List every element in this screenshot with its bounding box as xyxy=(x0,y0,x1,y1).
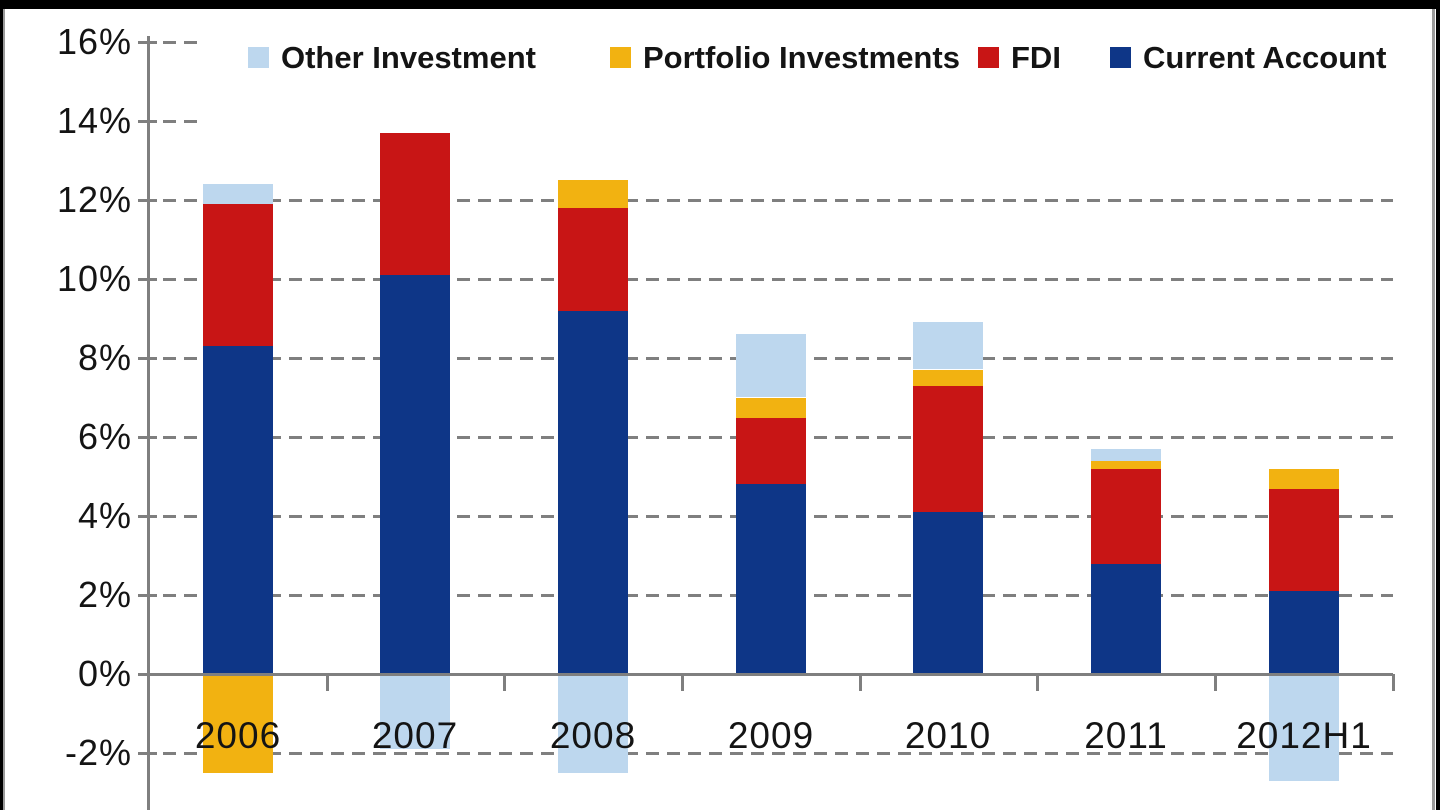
legend-label: Portfolio Investments xyxy=(643,40,960,75)
y-tick-label: 10% xyxy=(56,258,132,299)
legend-label: Current Account xyxy=(1143,40,1387,75)
x-axis-tick xyxy=(681,674,684,691)
bar-segment xyxy=(203,346,273,674)
bar-segment xyxy=(203,184,273,204)
bar-segment xyxy=(558,674,628,773)
bar-segment xyxy=(736,398,806,418)
legend-label: Other Investment xyxy=(281,40,536,75)
x-category-label: 2010 xyxy=(904,715,992,756)
gridline xyxy=(163,199,1393,202)
frame-left xyxy=(0,0,3,810)
x-axis-tick xyxy=(326,674,329,691)
x-axis-tick xyxy=(1392,674,1395,691)
frame-inner-line-left xyxy=(3,9,5,810)
x-axis-tick xyxy=(859,674,862,691)
bar-segment xyxy=(913,370,983,386)
x-category-label: 2012H1 xyxy=(1236,715,1372,756)
bar-segment xyxy=(1091,563,1161,674)
bar-segment xyxy=(380,133,450,275)
y-tick-label: 16% xyxy=(56,21,132,62)
frame-top xyxy=(0,0,1440,9)
y-tick-label: 0% xyxy=(77,653,132,694)
bar-segment xyxy=(203,674,273,773)
bar-segment xyxy=(736,334,806,397)
bar-segment xyxy=(558,180,628,208)
gridline xyxy=(163,278,1393,281)
gridline xyxy=(163,120,205,123)
x-axis-tick xyxy=(503,674,506,691)
x-category-label: 2008 xyxy=(549,715,637,756)
x-axis-line xyxy=(146,673,1393,676)
y-tick-label: 6% xyxy=(77,416,132,457)
legend-swatch-icon xyxy=(248,47,269,68)
x-category-label: 2009 xyxy=(727,715,815,756)
y-axis-line xyxy=(147,36,150,810)
bar-segment xyxy=(913,386,983,512)
bar-segment xyxy=(1269,488,1339,591)
bar-segment xyxy=(1269,591,1339,674)
bar-segment xyxy=(1091,469,1161,564)
legend-label: FDI xyxy=(1011,40,1061,75)
x-category-label: 2007 xyxy=(371,715,459,756)
bar-segment xyxy=(1091,449,1161,461)
bar-segment xyxy=(380,674,450,749)
bar-segment xyxy=(913,512,983,674)
frame-inner-line-right xyxy=(1432,9,1435,810)
legend-swatch-icon xyxy=(1110,47,1131,68)
legend-swatch-icon xyxy=(978,47,999,68)
bar-segment xyxy=(736,484,806,674)
bar-segment xyxy=(203,204,273,346)
gridline xyxy=(163,41,205,44)
bar-segment xyxy=(1091,461,1161,469)
gridline xyxy=(163,752,1393,755)
bar-segment xyxy=(913,322,983,369)
frame-right xyxy=(1436,0,1440,810)
y-tick-label: -2% xyxy=(64,732,132,773)
x-axis-tick xyxy=(1036,674,1039,691)
y-tick-label: 4% xyxy=(77,495,132,536)
bar-segment xyxy=(558,311,628,674)
y-tick-label: 2% xyxy=(77,574,132,615)
x-category-label: 2006 xyxy=(194,715,282,756)
x-axis-tick xyxy=(1214,674,1217,691)
bar-segment xyxy=(1269,469,1339,489)
x-category-label: 2011 xyxy=(1084,715,1168,756)
y-tick-label: 12% xyxy=(56,179,132,220)
bar-segment xyxy=(380,275,450,674)
bar-segment xyxy=(558,208,628,311)
y-tick-label: 14% xyxy=(56,100,132,141)
bar-segment xyxy=(736,417,806,484)
y-tick-label: 8% xyxy=(77,337,132,378)
legend-swatch-icon xyxy=(610,47,631,68)
bar-segment xyxy=(1269,674,1339,781)
